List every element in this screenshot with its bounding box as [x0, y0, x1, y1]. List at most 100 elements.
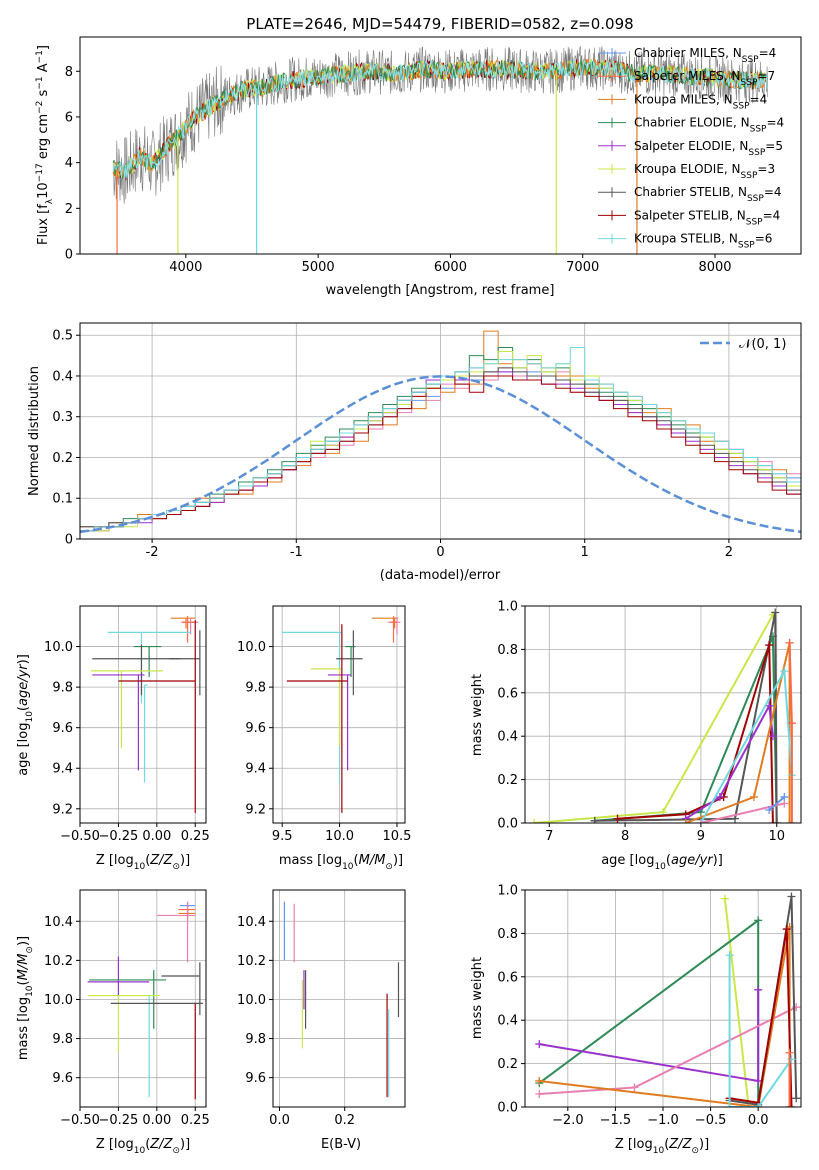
- x-tick-label: 0.25: [181, 829, 210, 844]
- series-marker: [771, 608, 780, 617]
- x-tick-label: −2.0: [552, 1113, 584, 1128]
- x-axis-label: (data-model)/error: [380, 568, 501, 583]
- label-part: SSP: [741, 78, 758, 88]
- x-axis-label: E(B-V): [321, 1137, 361, 1152]
- y-tick-label: 0.2: [52, 451, 73, 466]
- y-tick-label: 9.6: [245, 1071, 266, 1086]
- label-part: =4: [763, 208, 781, 222]
- y-tick-label: 0.6: [497, 686, 518, 701]
- series-marker: [785, 1048, 794, 1057]
- label-part: SSP: [750, 125, 767, 135]
- label-part: −2: [35, 101, 45, 114]
- x-tick-label: 9.5: [272, 829, 293, 844]
- y-tick-label: 10.2: [237, 954, 266, 969]
- series-marker: [754, 916, 763, 925]
- errorbar-point: [92, 644, 180, 696]
- model-spectrum: [112, 59, 768, 180]
- series-marker: [720, 894, 729, 903]
- series-marker: [725, 951, 734, 960]
- y-tick-label: 9.6: [52, 1071, 73, 1086]
- panel-residuals: -2 -1 0 1 2 0 0.1 0.2 0.3 0.4 0.5 𝒩(0, 1) (data-mode…: [27, 322, 802, 583]
- plot-area: [530, 608, 796, 823]
- series-marker: [768, 732, 777, 741]
- label-part: )]: [180, 853, 190, 868]
- y-tick-label: 0: [65, 533, 73, 548]
- label-part: ⊙: [25, 946, 35, 954]
- errorbar-point: [161, 962, 201, 1016]
- legend-label: Salpeter ELODIE, NSSP=5: [634, 139, 783, 158]
- series-line: [729, 928, 793, 1107]
- errorbar-point: [87, 956, 150, 998]
- label-part: 10: [134, 1146, 146, 1156]
- label-part: Z [log: [96, 853, 134, 868]
- y-tick-label: 0.2: [497, 1057, 518, 1072]
- series-line: [534, 614, 774, 823]
- errorbar-point: [282, 631, 342, 785]
- series-chabrier-miles: [765, 792, 789, 814]
- legend-label: Salpeter STELIB, NSSP=4: [634, 208, 780, 227]
- label-part: (: [666, 853, 671, 868]
- label-part: (: [145, 1137, 150, 1152]
- label-part: =5: [765, 139, 783, 153]
- series-marker: [787, 1103, 796, 1107]
- label-part: Chabrier STELIB, N: [634, 185, 747, 199]
- y-tick-label: 0.4: [497, 1014, 518, 1029]
- label-part: )]: [16, 654, 31, 664]
- series-marker: [715, 792, 724, 801]
- y-tick-label: 2: [65, 202, 73, 217]
- x-tick-label: 10.5: [382, 829, 411, 844]
- label-part: Flux [f: [36, 204, 51, 245]
- label-part: SSP: [747, 194, 764, 204]
- axes-frame: [79, 36, 802, 255]
- errorbar-point: [92, 674, 145, 771]
- errorbar-point: [371, 617, 399, 629]
- plot-area: [87, 901, 203, 1100]
- y-axis-label: Flux [fλ10−17 erg cm−2 s−1 A−1]: [35, 45, 55, 245]
- x-tick-label: 1: [581, 545, 589, 560]
- label-part: )]: [180, 1137, 190, 1152]
- legend-label: Kroupa STELIB, NSSP=6: [634, 232, 772, 251]
- series-marker: [768, 819, 777, 823]
- series-marker: [535, 1089, 544, 1098]
- series-line: [538, 918, 760, 1107]
- axes-frame: [524, 605, 802, 824]
- label-part: Kroupa MILES, N: [634, 92, 733, 106]
- series-marker: [787, 719, 796, 728]
- y-tick-label: 10.0: [44, 993, 73, 1008]
- label-part: (: [354, 853, 359, 868]
- label-part: λ: [45, 198, 55, 204]
- series-salpeter-miles: [785, 1048, 794, 1107]
- errorbar-point: [390, 616, 397, 643]
- y-tick-label: 0.4: [52, 369, 73, 384]
- y-tick-label: 0.8: [497, 643, 518, 658]
- y-tick-label: 10.0: [44, 640, 73, 655]
- x-tick-label: −0.50: [60, 1113, 100, 1128]
- series-line: [700, 802, 785, 823]
- series-marker: [772, 819, 781, 823]
- legend-label: Kroupa ELODIE, NSSP=3: [634, 162, 775, 181]
- label-part: Z [log: [96, 1137, 134, 1152]
- figure-title: PLATE=2646, MJD=54479, FIBERID=0582, z=0…: [246, 15, 633, 33]
- legend-label: Chabrier MILES, NSSP=4: [634, 46, 776, 65]
- y-tick-label: 1.0: [497, 600, 518, 615]
- x-tick-label: -2: [146, 545, 159, 560]
- errorbar-point: [181, 616, 196, 643]
- series-marker: [787, 892, 796, 901]
- series-marker: [780, 792, 789, 801]
- panel-age-vs-mass: 9.5 10.0 10.5 9.2 9.4 9.6 9.8 10.0 mass [log10(M…: [237, 605, 411, 872]
- x-tick-label: 0.25: [181, 1113, 210, 1128]
- label-part: −17: [35, 163, 45, 182]
- plot-area: [80, 330, 801, 539]
- label-part: =4: [759, 46, 777, 60]
- series-kroupa-miles: [535, 922, 794, 1107]
- label-part: Salpeter ELODIE, N: [634, 139, 748, 153]
- label-part: Kroupa STELIB, N: [634, 232, 738, 246]
- label-part: SSP: [742, 55, 759, 65]
- series-marker: [785, 819, 794, 823]
- y-tick-label: 9.2: [245, 802, 266, 817]
- series-pink: [535, 1003, 801, 1098]
- plot-area: [283, 901, 400, 1098]
- series-kroupa-stelib: [725, 951, 796, 1107]
- label-part: A: [36, 63, 51, 76]
